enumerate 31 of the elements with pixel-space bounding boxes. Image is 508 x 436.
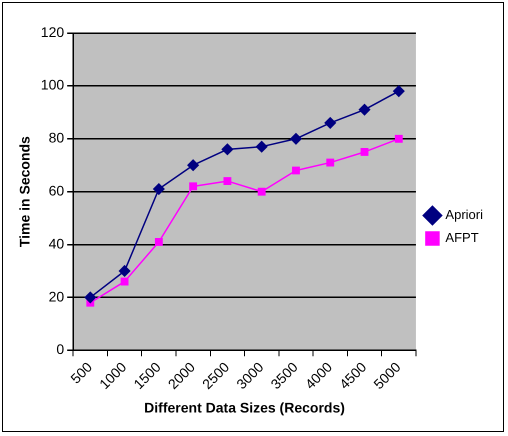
legend-label: AFPT (445, 230, 479, 246)
point (118, 265, 130, 277)
y-axis-title: Time in Seconds (16, 136, 32, 248)
point (120, 278, 129, 286)
y-tick-label: 100 (40, 76, 64, 93)
legend-label: Apriori (445, 207, 484, 222)
point (326, 158, 334, 166)
x-tick-label: 500 (67, 358, 96, 387)
point (153, 183, 165, 195)
point (360, 148, 368, 156)
point (187, 159, 199, 171)
point (223, 177, 232, 186)
point (189, 182, 198, 190)
point (394, 134, 403, 143)
point (358, 104, 370, 116)
y-tick-label: 80 (48, 130, 64, 146)
point (154, 238, 163, 246)
point (292, 166, 300, 174)
point (393, 85, 405, 97)
point (84, 292, 96, 304)
point (258, 188, 266, 196)
point (290, 133, 302, 145)
point (324, 117, 336, 129)
y-tick-label: 120 (40, 24, 64, 40)
point (222, 144, 234, 156)
x-axis-title: Different Data Sizes (Records) (144, 399, 345, 416)
y-tick-label: 40 (48, 235, 64, 252)
y-tick-label: 0 (56, 341, 64, 358)
point (256, 140, 268, 152)
y-tick-label: 60 (48, 182, 64, 199)
y-tick-label: 20 (48, 288, 64, 304)
